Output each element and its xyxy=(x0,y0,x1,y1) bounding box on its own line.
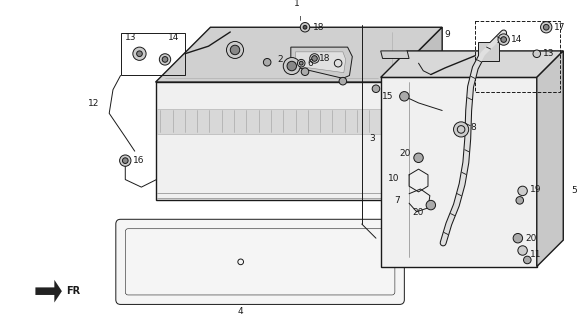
Circle shape xyxy=(298,60,305,67)
Text: 13: 13 xyxy=(125,33,137,42)
Circle shape xyxy=(287,61,297,71)
Text: 15: 15 xyxy=(383,92,394,101)
Polygon shape xyxy=(478,42,499,61)
Text: 14: 14 xyxy=(511,35,523,44)
Circle shape xyxy=(533,50,540,58)
Polygon shape xyxy=(295,52,346,73)
Polygon shape xyxy=(381,51,409,59)
Text: 18: 18 xyxy=(319,54,331,63)
Circle shape xyxy=(523,256,531,264)
Text: 10: 10 xyxy=(388,174,400,183)
Text: 6: 6 xyxy=(307,59,313,68)
Text: 14: 14 xyxy=(168,33,179,42)
Polygon shape xyxy=(387,27,442,200)
Text: 1: 1 xyxy=(294,0,299,8)
Text: 18: 18 xyxy=(312,23,324,32)
Circle shape xyxy=(159,54,171,65)
Circle shape xyxy=(303,25,307,29)
Text: 2: 2 xyxy=(278,55,283,64)
Polygon shape xyxy=(381,77,537,267)
Polygon shape xyxy=(291,47,352,78)
Text: 19: 19 xyxy=(530,185,541,194)
FancyBboxPatch shape xyxy=(116,219,404,304)
Circle shape xyxy=(498,34,509,45)
Text: 20: 20 xyxy=(412,208,423,217)
Polygon shape xyxy=(381,51,563,77)
Polygon shape xyxy=(537,51,563,267)
Circle shape xyxy=(300,22,310,32)
Text: 9: 9 xyxy=(444,30,450,39)
Text: 3: 3 xyxy=(369,134,375,143)
Circle shape xyxy=(426,200,435,210)
Text: 11: 11 xyxy=(530,250,541,259)
Text: 4: 4 xyxy=(238,307,244,316)
Circle shape xyxy=(540,21,552,33)
Text: 7: 7 xyxy=(394,196,400,205)
Circle shape xyxy=(299,61,303,65)
Text: 20: 20 xyxy=(526,234,537,243)
Circle shape xyxy=(454,122,469,137)
Polygon shape xyxy=(35,280,62,302)
Circle shape xyxy=(133,47,146,60)
Text: 16: 16 xyxy=(133,156,144,165)
Circle shape xyxy=(516,196,523,204)
Text: 20: 20 xyxy=(400,148,411,157)
Circle shape xyxy=(372,85,380,92)
Text: 13: 13 xyxy=(543,49,554,58)
Circle shape xyxy=(230,45,240,55)
Circle shape xyxy=(414,153,423,163)
Text: 17: 17 xyxy=(554,23,565,32)
Polygon shape xyxy=(155,82,387,200)
Circle shape xyxy=(501,37,506,42)
Circle shape xyxy=(400,92,409,101)
Circle shape xyxy=(162,57,168,62)
Circle shape xyxy=(227,42,244,59)
Circle shape xyxy=(312,56,317,61)
Circle shape xyxy=(301,68,309,76)
Circle shape xyxy=(543,24,549,30)
Circle shape xyxy=(122,158,128,164)
Circle shape xyxy=(283,58,300,75)
Circle shape xyxy=(518,246,527,255)
Circle shape xyxy=(518,186,527,196)
Text: 8: 8 xyxy=(471,123,476,132)
Circle shape xyxy=(513,234,523,243)
Text: 12: 12 xyxy=(88,100,100,108)
Circle shape xyxy=(120,155,131,166)
Circle shape xyxy=(263,59,271,66)
Polygon shape xyxy=(158,108,386,134)
Text: FR: FR xyxy=(66,286,80,296)
Text: 5: 5 xyxy=(571,187,577,196)
Circle shape xyxy=(137,51,142,57)
Circle shape xyxy=(339,77,347,85)
Polygon shape xyxy=(155,27,442,82)
